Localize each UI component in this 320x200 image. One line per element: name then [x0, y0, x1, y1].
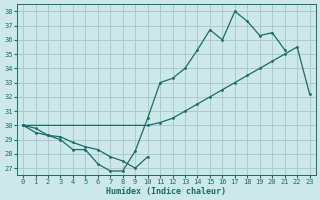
X-axis label: Humidex (Indice chaleur): Humidex (Indice chaleur) — [106, 187, 226, 196]
